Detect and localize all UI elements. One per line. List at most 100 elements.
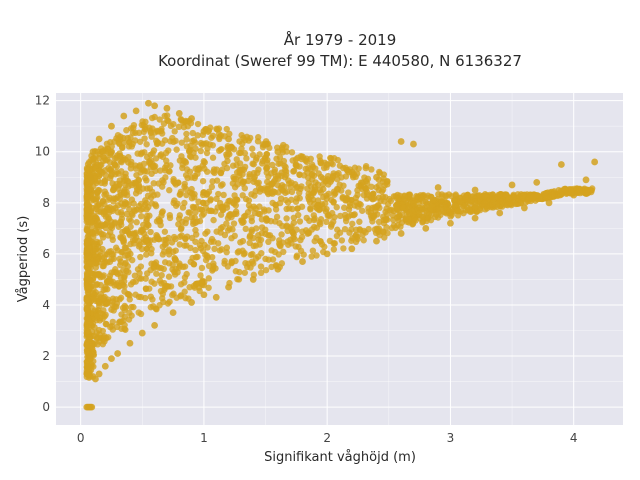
scatter-point: [226, 130, 233, 138]
scatter-point: [198, 264, 206, 272]
scatter-point: [289, 157, 296, 164]
scatter-point: [288, 188, 296, 196]
scatter-point: [182, 159, 190, 166]
scatter-point: [263, 169, 270, 176]
scatter-point: [117, 294, 125, 302]
scatter-point: [254, 169, 261, 177]
scatter-point: [147, 228, 154, 236]
scatter-point: [380, 175, 387, 182]
scatter-point: [95, 135, 103, 143]
scatter-point: [182, 185, 190, 193]
scatter-point: [298, 233, 306, 241]
scatter-point: [319, 175, 327, 182]
scatter-point: [218, 203, 225, 211]
scatter-point: [320, 185, 327, 193]
scatter-point: [204, 145, 211, 152]
scatter-point: [498, 203, 506, 210]
scatter-point: [135, 129, 143, 137]
scatter-point: [522, 199, 529, 206]
scatter-point: [138, 212, 145, 220]
scatter-point: [289, 228, 296, 235]
scatter-point: [361, 174, 368, 181]
scatter-point: [248, 228, 255, 235]
scatter-point: [83, 250, 91, 258]
scatter-point: [243, 155, 250, 162]
scatter-point: [107, 152, 114, 159]
scatter-point: [143, 245, 150, 252]
x-axis-label: Signifikant våghöjd (m): [264, 450, 416, 465]
scatter-point: [85, 286, 92, 293]
scatter-point: [93, 189, 101, 196]
scatter-point: [232, 175, 240, 183]
scatter-point: [255, 210, 262, 217]
scatter-point: [171, 256, 179, 263]
scatter-point: [107, 139, 114, 146]
scatter-point: [383, 224, 390, 231]
scatter-point: [108, 170, 115, 178]
scatter-point: [165, 273, 173, 280]
scatter-point: [245, 202, 253, 209]
scatter-point: [187, 146, 194, 154]
scatter-point: [244, 209, 252, 216]
scatter-point: [108, 355, 115, 362]
scatter-point: [198, 237, 205, 245]
y-tick-label: 4: [42, 298, 50, 312]
scatter-point: [118, 249, 125, 256]
scatter-point: [387, 197, 395, 205]
scatter-point: [121, 313, 128, 320]
scatter-point: [208, 134, 215, 141]
scatter-point: [247, 134, 254, 142]
scatter-point: [171, 128, 178, 135]
scatter-point: [218, 246, 225, 253]
scatter-point: [83, 370, 91, 378]
scatter-point: [203, 199, 210, 207]
chart-subtitle: Koordinat (Sweref 99 TM): E 440580, N 61…: [158, 52, 522, 70]
scatter-point: [226, 151, 233, 158]
scatter-point: [177, 225, 185, 233]
scatter-point: [210, 166, 218, 173]
scatter-point: [248, 214, 255, 221]
scatter-point: [307, 206, 314, 213]
scatter-point: [307, 193, 315, 200]
scatter-point: [148, 170, 155, 177]
scatter-point: [118, 144, 126, 152]
scatter-point: [210, 216, 217, 224]
scatter-point: [93, 281, 101, 288]
scatter-point: [338, 174, 345, 181]
scatter-point: [305, 164, 312, 172]
scatter-point: [293, 184, 300, 192]
scatter-point: [127, 223, 134, 230]
x-tick-label: 3: [447, 431, 455, 445]
plot-area: [56, 93, 623, 425]
scatter-point: [293, 195, 301, 202]
scatter-point: [545, 199, 553, 207]
scatter-point: [293, 252, 301, 259]
scatter-point: [147, 266, 154, 274]
scatter-point: [90, 196, 97, 203]
scatter-point: [151, 322, 159, 329]
scatter-point: [318, 201, 326, 208]
x-axis-ticks: 0 1 2 3 4: [77, 431, 578, 445]
scatter-point: [422, 224, 430, 232]
scatter-point: [410, 140, 417, 148]
scatter-point: [194, 120, 202, 128]
scatter-point: [158, 212, 165, 219]
scatter-point: [170, 290, 177, 297]
scatter-point: [336, 162, 344, 169]
scatter-point: [250, 178, 257, 185]
y-tick-label: 10: [35, 145, 50, 159]
scatter-point: [340, 204, 348, 211]
scatter-point: [146, 158, 153, 165]
scatter-point: [194, 253, 201, 261]
scatter-point: [124, 134, 131, 142]
scatter-point: [194, 166, 201, 173]
scatter-point: [117, 274, 125, 281]
scatter-point: [197, 147, 204, 155]
scatter-point: [126, 206, 133, 213]
scatter-point: [351, 211, 358, 218]
scatter-point: [131, 272, 139, 279]
scatter-point: [223, 125, 230, 133]
scatter-point: [163, 240, 170, 247]
y-axis-label: Vågperiod (s): [16, 216, 31, 303]
scatter-point: [345, 206, 353, 213]
